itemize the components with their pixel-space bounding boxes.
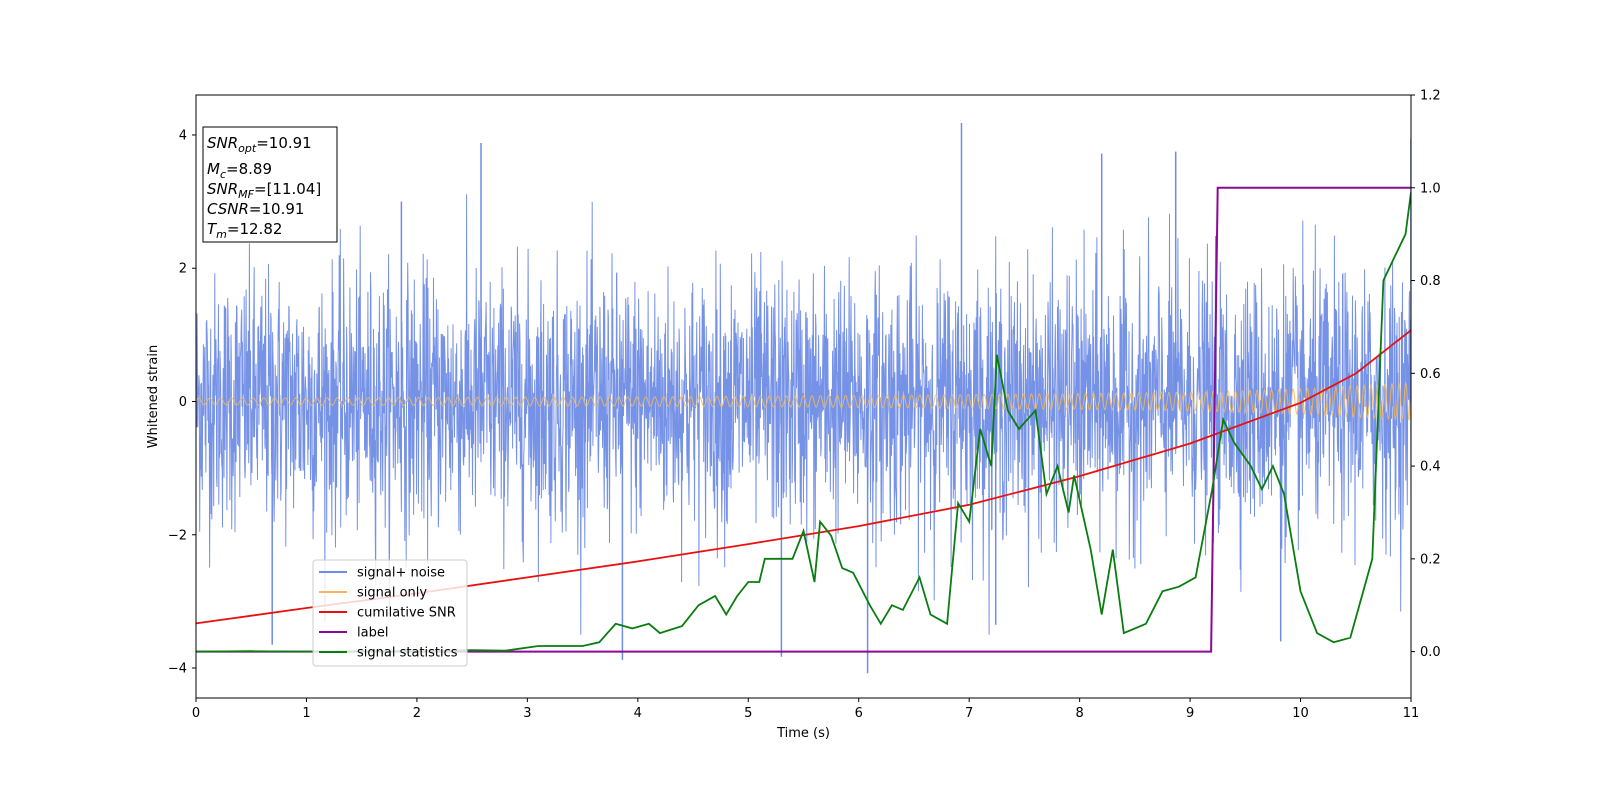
y-right-tick-label: 0.2: [1420, 552, 1441, 567]
info-csnr: CSNR=10.91: [207, 200, 304, 218]
series-label: [196, 186, 1411, 653]
y-right-tick-label: 0.4: [1420, 460, 1441, 475]
x-tick-label: 0: [192, 706, 200, 721]
x-tick-label: 10: [1292, 706, 1309, 721]
y-right-tick-label: 1.0: [1420, 181, 1441, 196]
y-left-tick-label: 0: [179, 395, 187, 410]
x-axis-label: Time (s): [776, 726, 830, 741]
y-axis-label: Whitened strain: [146, 345, 161, 448]
info-snr-mf: SNRMF=[11.04]: [207, 180, 321, 201]
info-mc: Mc=8.89: [207, 160, 272, 181]
info-snr-opt: SNRopt=10.91: [207, 134, 312, 155]
y-left-tick-label: 4: [179, 128, 187, 143]
y-right-tick-label: 1.2: [1420, 89, 1441, 104]
y-right-tick-label: 0.8: [1420, 274, 1441, 289]
info-tm: Tm=12.82: [207, 220, 282, 241]
info-box: SNRopt=10.91 Mc=8.89 SNRMF=[11.04] CSNR=…: [202, 126, 338, 243]
x-tick-label: 9: [1186, 706, 1194, 721]
series-signal-only: [196, 381, 1411, 421]
y-right-tick-label: 0.0: [1420, 645, 1441, 660]
series-signal-statistics: [196, 192, 1411, 653]
legend-label-label: label: [357, 626, 388, 641]
legend-label-signal-statistics: signal statistics: [357, 646, 458, 661]
x-tick-label: 8: [1075, 706, 1083, 721]
y-left-tick-label: −2: [168, 528, 187, 543]
legend-label-cumilative-snr: cumilative SNR: [357, 606, 456, 621]
x-tick-label: 6: [855, 706, 863, 721]
legend-label-signal-only: signal only: [357, 586, 427, 601]
y-axis-right: 1.2 1.0 0.8 0.6 0.4 0.2 0.0: [1411, 89, 1441, 660]
plot-frame: [195, 94, 1412, 699]
x-tick-label: 2: [413, 706, 421, 721]
legend: signal+ noise signal only cumilative SNR…: [312, 559, 468, 667]
y-left-tick-label: −4: [168, 662, 187, 677]
legend-frame: [312, 559, 468, 667]
x-tick-label: 11: [1403, 706, 1420, 721]
x-tick-label: 7: [965, 706, 973, 721]
x-tick-label: 1: [302, 706, 310, 721]
series-signal-noise-peaks: [271, 123, 1411, 674]
x-tick-label: 4: [634, 706, 642, 721]
x-axis: 0 1 2 3 4 5 6 7 8 9 10 11: [192, 698, 1419, 721]
y-left-tick-label: 2: [179, 262, 187, 277]
legend-label-signal-noise: signal+ noise: [357, 566, 445, 581]
x-tick-label: 5: [744, 706, 752, 721]
x-tick-label: 3: [523, 706, 531, 721]
info-box-frame: [202, 126, 338, 243]
y-axis-left: 4 2 0 −2 −4: [168, 128, 196, 677]
y-right-tick-label: 0.6: [1420, 367, 1441, 382]
